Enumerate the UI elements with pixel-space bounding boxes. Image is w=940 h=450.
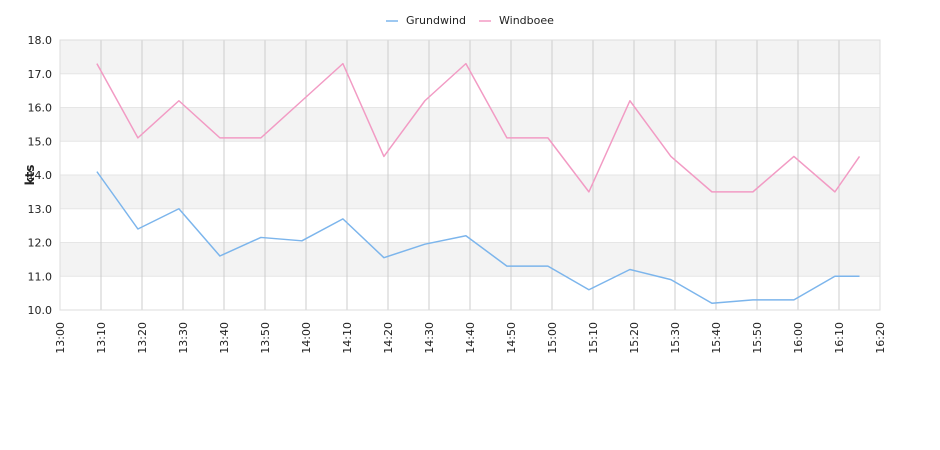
x-tick-label: 13:00 (54, 322, 67, 354)
legend-label: Windboee (499, 14, 554, 27)
y-tick-label: 13.0 (28, 203, 53, 216)
y-tick-label: 18.0 (28, 34, 53, 47)
x-tick-label: 14:30 (423, 322, 436, 354)
series-lines (96, 62, 861, 304)
x-tick-label: 14:50 (505, 322, 518, 354)
x-tick-label: 15:40 (710, 322, 723, 354)
x-tick-label: 14:00 (300, 322, 313, 354)
x-tick-label: 14:40 (464, 322, 477, 354)
x-tick-label: 15:30 (669, 322, 682, 354)
y-tick-label: 17.0 (28, 68, 53, 81)
grid-lines (59, 39, 881, 311)
x-tick-label: 13:40 (218, 322, 231, 354)
x-tick-label: 13:50 (259, 322, 272, 354)
x-tick-label: 15:10 (587, 322, 600, 354)
legend-label: Grundwind (406, 14, 466, 27)
plot-frame (59, 39, 881, 311)
x-tick-label: 13:30 (177, 322, 190, 354)
x-axis-ticks: 13:00 13:10 13:20 13:30 13:40 13:50 14:00 14:10… (54, 322, 887, 354)
y-tick-label: 11.0 (28, 270, 53, 283)
x-tick-label: 13:10 (95, 322, 108, 354)
series-line-windboee (96, 62, 861, 193)
y-tick-label: 10.0 (28, 304, 53, 317)
x-tick-label: 14:20 (382, 322, 395, 354)
y-tick-label: 16.0 (28, 102, 53, 115)
x-tick-label: 13:20 (136, 322, 149, 354)
x-tick-label: 14:10 (341, 322, 354, 354)
x-tick-label: 16:00 (792, 322, 805, 354)
y-axis-title: kts (23, 165, 37, 186)
legend[interactable]: Grundwind Windboee (386, 14, 554, 27)
y-tick-label: 15.0 (28, 135, 53, 148)
x-tick-label: 15:00 (546, 322, 559, 354)
x-tick-label: 15:50 (751, 322, 764, 354)
series-line-grundwind (96, 171, 860, 304)
y-tick-label: 12.0 (28, 237, 53, 250)
x-tick-label: 16:10 (833, 322, 846, 354)
x-tick-label: 16:20 (874, 322, 887, 354)
y-axis-ticks: 10.0 11.0 12.0 13.0 14.0 15.0 16.0 17.0 18.0 (28, 34, 53, 317)
y-tick-label: 14.0 (28, 169, 53, 182)
legend-item-grundwind[interactable]: Grundwind (386, 14, 466, 27)
legend-item-windboee[interactable]: Windboee (479, 14, 554, 27)
x-tick-label: 15:20 (628, 322, 641, 354)
